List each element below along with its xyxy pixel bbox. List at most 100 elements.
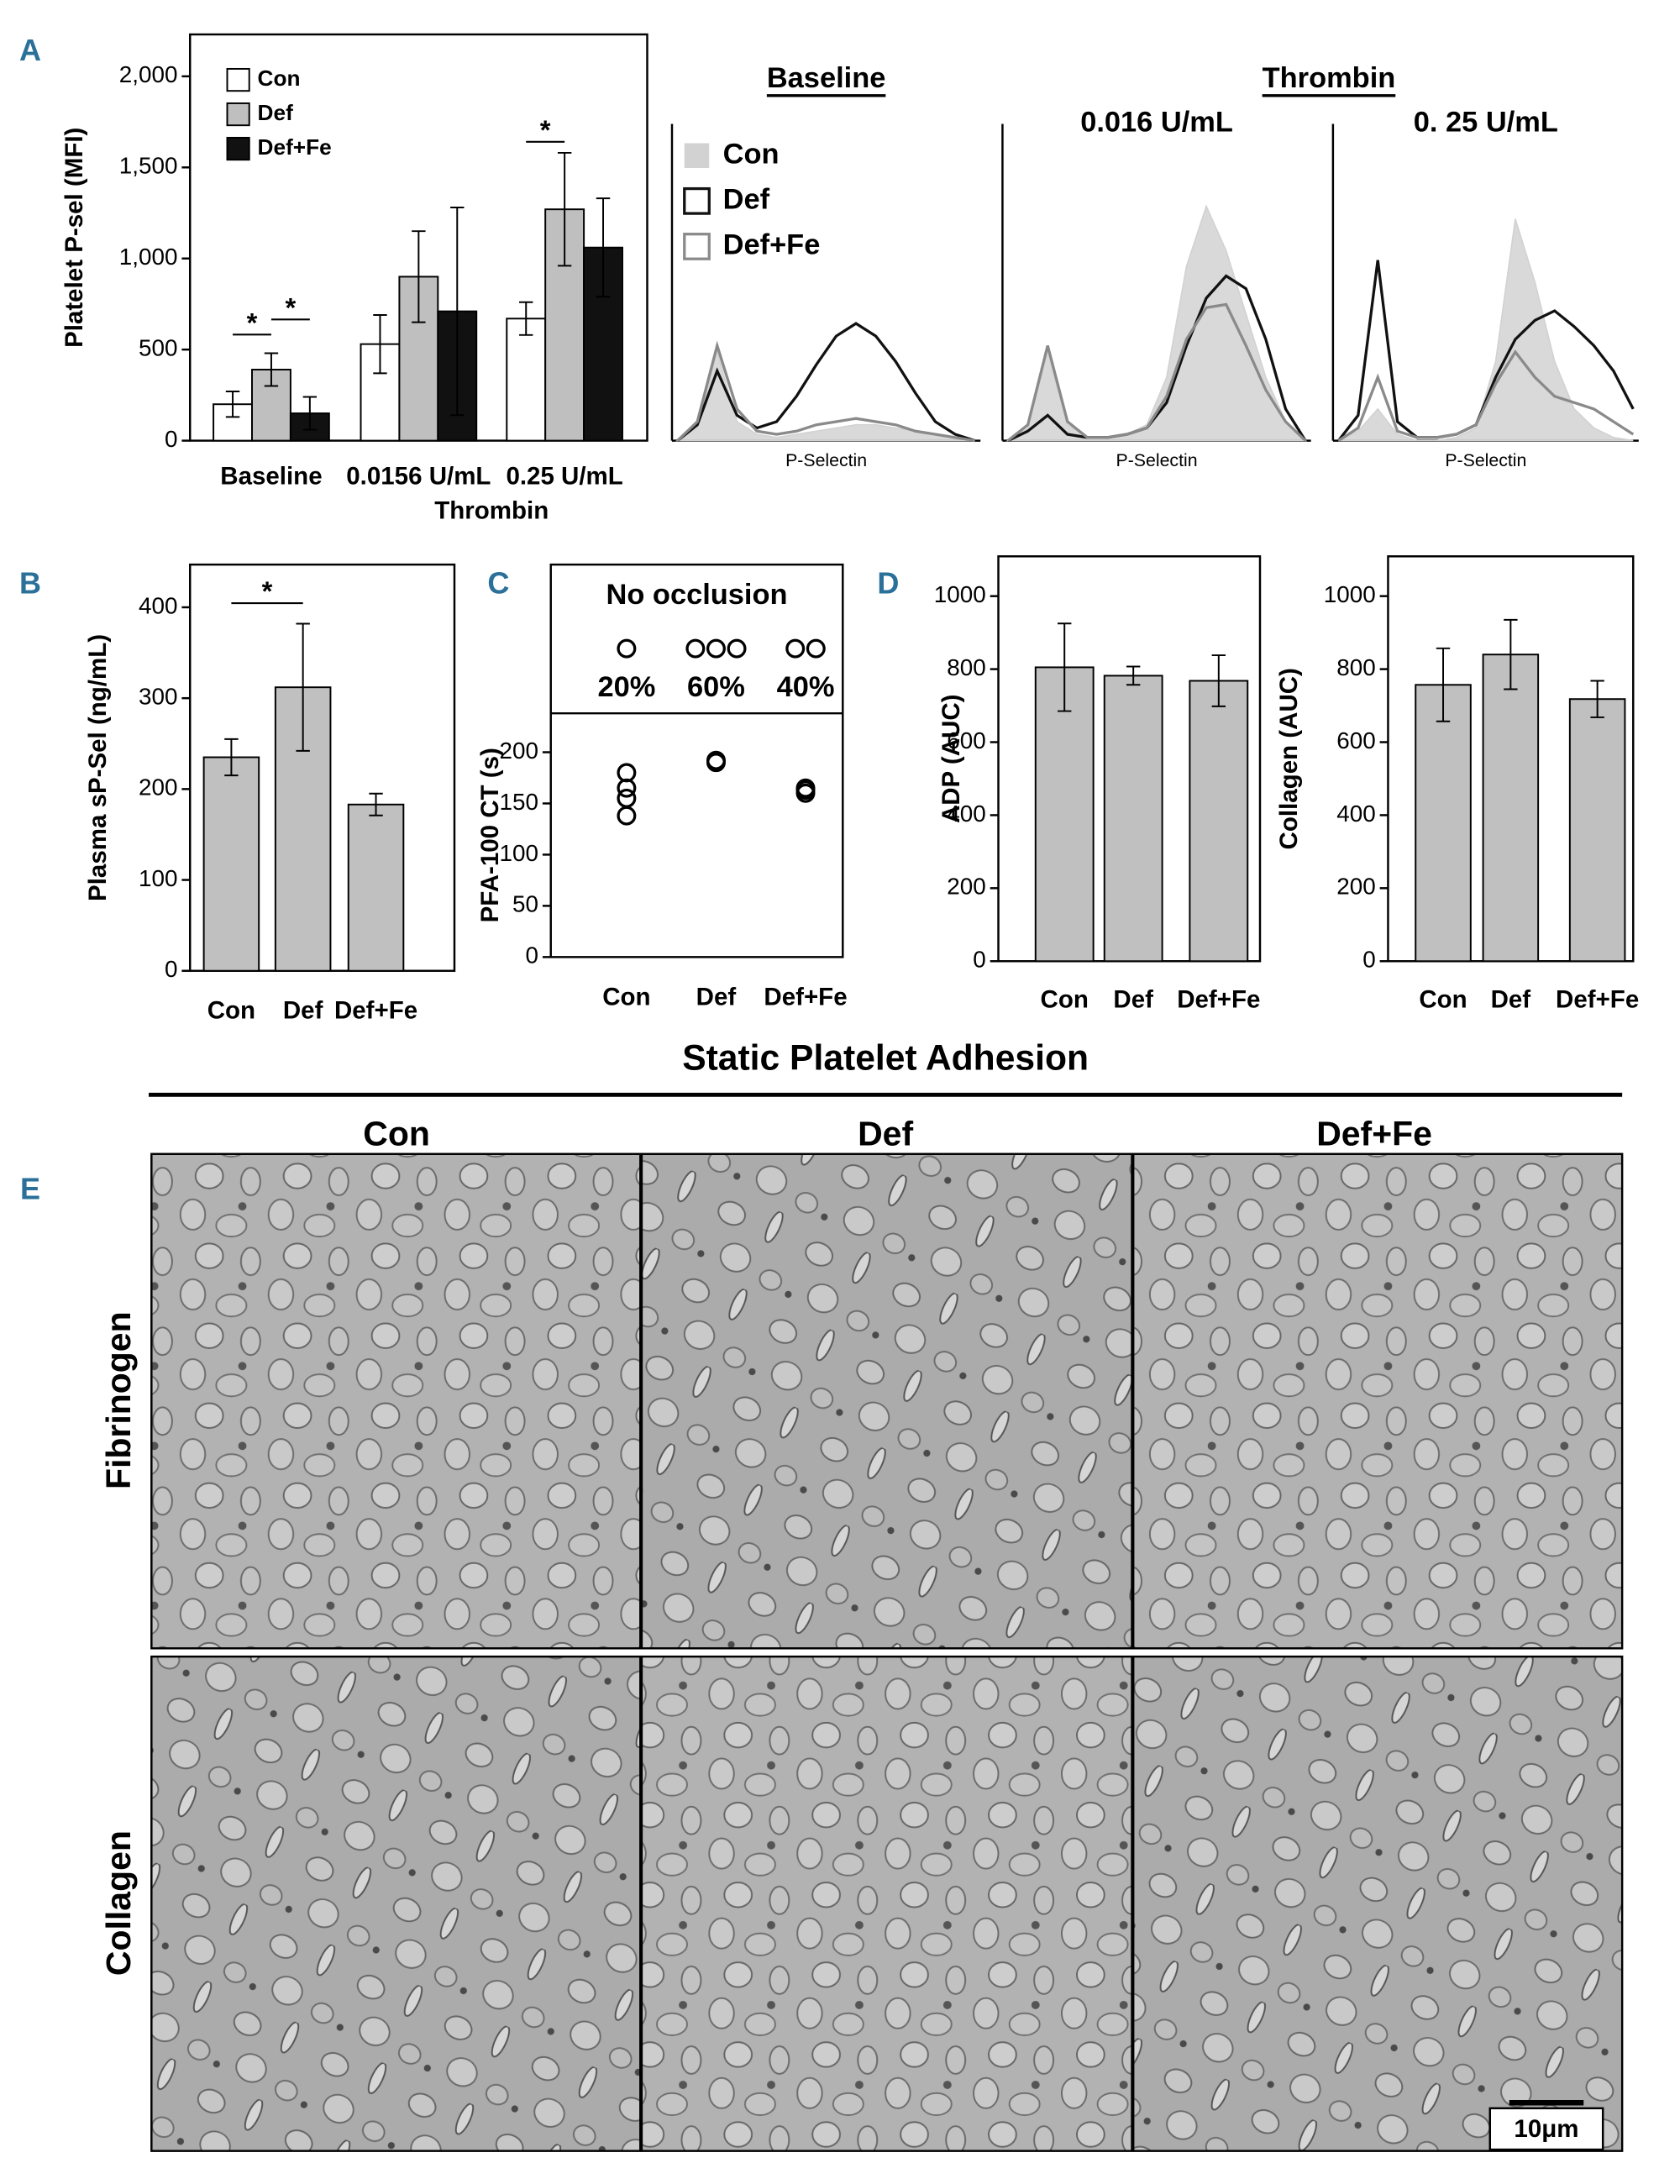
y-tick-label: 200 [499,738,538,764]
y-tick-label: 400 [947,801,985,827]
x-tick-label: Con [207,997,255,1025]
count-marker [706,638,726,659]
histogram-curve [1338,218,1634,442]
y-axis-label: Collagen (AUC) [1275,668,1303,849]
error-bar [224,738,239,777]
legend-label: Def+Fe [258,134,332,160]
count-marker [727,638,747,659]
bar [1568,698,1626,963]
x-tick-label: 0.25 U/mL [506,463,622,491]
y-tick-label: 0 [973,947,986,973]
legend-swatch [683,233,711,260]
bar [1103,675,1163,963]
legend-swatch [226,136,250,161]
error-bar [1504,618,1518,690]
micrograph [1131,1655,1624,2152]
y-tick-label: 1,000 [119,244,178,270]
legend-label: Def [258,100,294,125]
y-tick-label: 500 [139,335,177,361]
x-tick-label: Def+Fe [1177,986,1260,1014]
y-tick-label: 0 [1362,947,1376,973]
error-bar [296,622,310,752]
x-tick-label: Def [283,997,323,1025]
panel-label: D [877,565,899,600]
section-label: No occlusion [606,579,788,611]
x-tick-label: Con [1041,986,1089,1014]
point [706,750,726,770]
y-tick-label: 600 [1336,727,1375,753]
row-label: Fibrinogen [99,1311,138,1489]
x-tick-label: Con [1419,986,1467,1014]
error-bar [557,151,572,267]
error-bar [596,197,611,298]
y-tick-label: 800 [1336,654,1375,680]
y-tick-label: 300 [139,684,177,710]
x-axis-label: Thrombin [434,497,549,525]
y-tick-label: 200 [139,774,177,801]
y-axis-label: Plasma sP-Sel (ng/mL) [84,634,112,901]
x-tick-label: Def [1113,986,1153,1014]
y-tick-label: 100 [499,840,538,866]
column-label: Con [363,1114,430,1152]
plot-frame [549,563,844,958]
error-bar [1058,622,1072,712]
bar [251,369,291,442]
y-tick-label: 50 [512,891,538,917]
bar [506,318,547,442]
scale-bar-box [1488,2107,1604,2151]
histogram-curve [676,322,976,443]
error-bar [519,301,533,336]
y-tick-label: 0 [525,942,538,969]
y-axis-label: ADP (AUC) [937,695,965,824]
histogram-curve [1006,302,1307,442]
y-tick-label: 100 [139,865,177,891]
bar [1189,680,1249,963]
row-label: Collagen [99,1830,138,1976]
y-axis-label: Platelet P-sel (MFI) [60,128,88,348]
micrograph [640,1152,1133,1650]
error-bar [1436,647,1451,722]
point [617,788,637,808]
legend-label: Con [258,66,301,91]
histogram-curve [1007,274,1307,443]
significance-label: * [286,292,297,323]
x-tick-label: Con [602,983,650,1011]
micrograph [150,1655,642,2152]
panel-label: C [487,565,509,600]
histogram-curve [1337,349,1635,442]
point [617,778,637,798]
legend-swatch [226,67,250,92]
legend-swatch [683,186,711,215]
bar [202,756,260,972]
panel-supertitle: Thrombin [1263,62,1396,94]
y-tick-label: 400 [1336,801,1375,827]
error-bar [369,792,383,816]
x-axis-label: P-Selectin [1445,450,1526,470]
count-marker [806,638,826,659]
significance-label: * [262,575,273,606]
y-tick-label: 400 [139,592,177,618]
y-tick-label: 0 [165,426,178,452]
x-tick-label: Def+Fe [764,983,847,1011]
column-label: Def+Fe [1316,1114,1432,1152]
histogram-curve [676,340,975,443]
significance-label: * [540,114,551,145]
bar [1415,684,1472,963]
x-tick-label: Baseline [220,463,322,491]
legend-swatch [684,143,710,168]
point [617,806,637,826]
error-bar [450,207,465,417]
x-tick-label: Def [696,983,737,1011]
y-tick-label: 0 [165,956,178,982]
legend-label: Def+Fe [723,229,821,261]
count-marker [685,638,706,659]
legend-label: Def [723,183,770,215]
percent-label: 60% [687,671,745,703]
y-tick-label: 200 [947,874,985,900]
panel-title: Baseline [767,62,886,94]
micrograph [150,1152,642,1650]
error-bar [373,313,387,375]
error-bar [1211,654,1226,707]
